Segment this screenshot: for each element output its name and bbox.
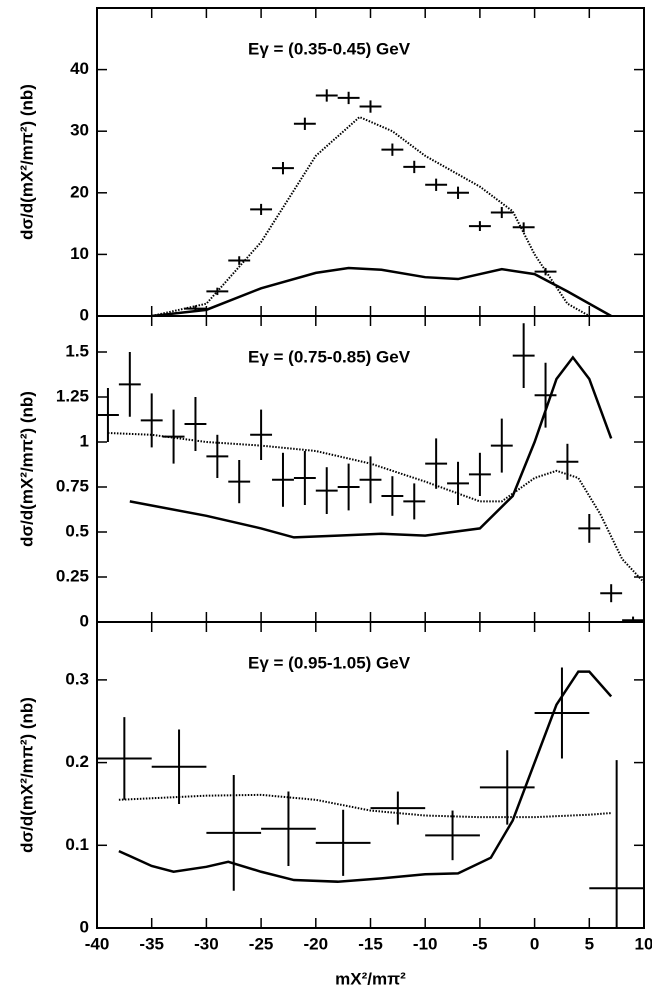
- x-tick-label: 10: [635, 934, 652, 953]
- x-tick-label: -10: [413, 934, 438, 953]
- curve: [118, 793, 612, 819]
- curve: [129, 355, 613, 539]
- y-tick-label: 0.1: [65, 835, 89, 854]
- y-tick-label: 1: [80, 431, 89, 450]
- y-tick-label: 0.5: [65, 521, 89, 540]
- x-tick-label: -20: [304, 934, 329, 953]
- annotation: Eγ = (0.95-1.05) GeV: [248, 653, 411, 672]
- y-axis-label: dσ/d(mX²/mπ²) (nb): [17, 391, 36, 547]
- x-axis-label: mX²/mπ²: [335, 969, 406, 988]
- curve: [151, 266, 612, 316]
- y-tick-label: 40: [70, 59, 89, 78]
- curve: [118, 670, 613, 883]
- x-tick-label: -35: [139, 934, 164, 953]
- y-tick-label: 0.3: [65, 669, 89, 688]
- y-tick-label: 0.25: [56, 566, 89, 585]
- y-axis-label: dσ/d(mX²/mπ²) (nb): [17, 697, 36, 853]
- x-tick-label: 5: [585, 934, 594, 953]
- annotation: Eγ = (0.35-0.45) GeV: [248, 39, 411, 58]
- x-tick-label: -5: [472, 934, 487, 953]
- y-tick-label: 0.75: [56, 476, 89, 495]
- x-tick-label: 0: [530, 934, 539, 953]
- y-tick-label: 0.2: [65, 752, 89, 771]
- curve: [151, 115, 590, 316]
- y-tick-label: 1.25: [56, 386, 89, 405]
- x-tick-label: -30: [194, 934, 219, 953]
- x-tick-label: -15: [358, 934, 383, 953]
- x-tick-label: -25: [249, 934, 274, 953]
- y-tick-label: 1.5: [65, 341, 89, 360]
- y-tick-label: 20: [70, 182, 89, 201]
- annotation: Eγ = (0.75-0.85) GeV: [248, 347, 411, 366]
- y-tick-label: 0: [80, 917, 89, 936]
- y-tick-label: 30: [70, 121, 89, 140]
- y-tick-label: 0: [80, 305, 89, 324]
- y-tick-label: 0: [80, 611, 89, 630]
- y-tick-label: 10: [70, 244, 89, 263]
- y-axis-label: dσ/d(mX²/mπ²) (nb): [17, 84, 36, 240]
- curve: [107, 432, 644, 584]
- x-tick-label: -40: [85, 934, 110, 953]
